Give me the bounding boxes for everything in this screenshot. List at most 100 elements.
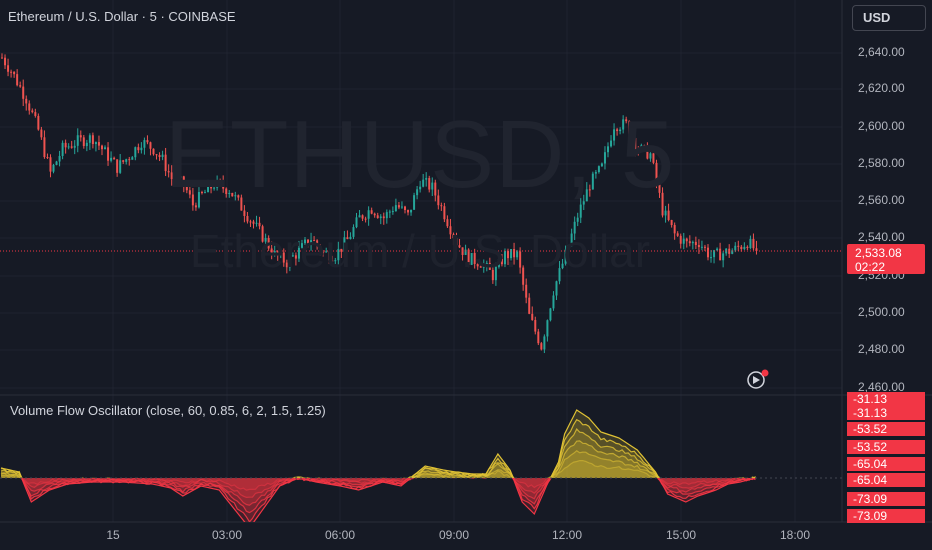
symbol-title[interactable]: Ethereum / U.S. Dollar · 5 · COINBASE [8,9,236,24]
currency-button[interactable]: USD [852,5,926,31]
candle-body [470,253,473,265]
candle-body [422,179,425,187]
candle-body [488,262,491,270]
time-tick-label: 18:00 [779,528,811,542]
price-tick-label: 2,640.00 [858,45,905,59]
candle-body [194,205,197,208]
candle-body [219,179,222,183]
candle-body [561,263,564,269]
oscillator-value-tag: -65.04 [847,473,925,487]
candle-body [443,206,446,220]
candle-body [146,140,149,143]
candle-body [316,240,319,247]
candle-body [546,320,549,337]
candle-body [540,343,543,350]
candle-body [434,182,437,196]
candle-body [519,251,522,268]
candle-body [494,266,497,281]
candle-body [570,233,573,246]
candle-body [176,177,179,182]
candle-body [464,249,467,255]
oscillator-value-tag: -31.13 [847,392,925,406]
candle-body [288,256,291,268]
candle-body [376,215,379,219]
candle-body [240,197,243,211]
candle-body [76,135,79,146]
candle-body [497,258,500,267]
candle-body [355,217,358,228]
candle-body [749,238,752,249]
candle-body [267,237,270,249]
candle-body [722,253,725,261]
candle-body [258,222,261,227]
candle-body [113,157,116,160]
candle-body [313,240,316,242]
candle-body [116,159,119,173]
replay-icon[interactable] [744,368,770,390]
candle-body [110,157,113,161]
candle-body [210,183,213,189]
candle-body [261,226,264,242]
candle-body [706,247,709,258]
candle-body [431,182,434,190]
candle-body [40,129,43,138]
candle-body [28,103,31,111]
candle-body [273,251,276,255]
candle-body [346,237,349,240]
candle-body [507,250,510,259]
candle-body [582,201,585,205]
candle-body [428,178,431,190]
candle-body [385,212,388,219]
candle-body [625,119,628,122]
candle-body [282,252,285,263]
candle-body [291,255,294,257]
candle-body [579,204,582,218]
candle-body [622,119,625,130]
candle-body [658,182,661,193]
candle-body [634,138,637,150]
candle-body [403,206,406,211]
candle-body [164,154,167,172]
candle-body [1,57,3,59]
candle-body [61,142,64,156]
oscillator-line-positive [0,418,756,478]
candle-body [67,146,70,148]
candle-body [531,313,534,320]
candle-body [155,154,158,156]
candle-body [200,192,203,194]
candle-body [534,319,537,332]
candle-body [322,251,325,253]
candle-body [437,195,440,206]
candle-body [143,140,146,148]
countdown-timer: 02:22 [855,260,886,274]
candle-body [328,251,331,261]
candle-body [188,190,191,195]
candle-body [125,159,128,162]
candle-body [264,237,267,242]
candle-body [367,210,370,219]
time-tick-label: 09:00 [438,528,470,542]
candle-body [204,192,207,194]
candle-body [513,248,516,258]
indicator-title[interactable]: Volume Flow Oscillator (close, 60, 0.85,… [10,403,326,418]
time-tick-label: 06:00 [324,528,356,542]
oscillator-fill-positive [1,419,756,478]
candle-body [682,238,685,244]
candle-body [310,240,313,245]
candle-body [379,216,382,219]
candle-body [640,145,643,151]
price-tick-label: 2,620.00 [858,81,905,95]
candle-body [740,246,743,250]
candle-body [455,238,458,246]
price-tick-label: 2,600.00 [858,119,905,133]
candle-body [616,129,619,132]
candle-body [276,251,279,256]
current-price-tag: 2,533.08 02:22 [847,244,925,274]
candle-body [334,260,337,262]
candle-body [319,246,322,252]
candle-body [228,192,231,195]
candle-body [388,211,391,213]
candle-body [82,137,85,147]
candle-body [185,184,188,191]
